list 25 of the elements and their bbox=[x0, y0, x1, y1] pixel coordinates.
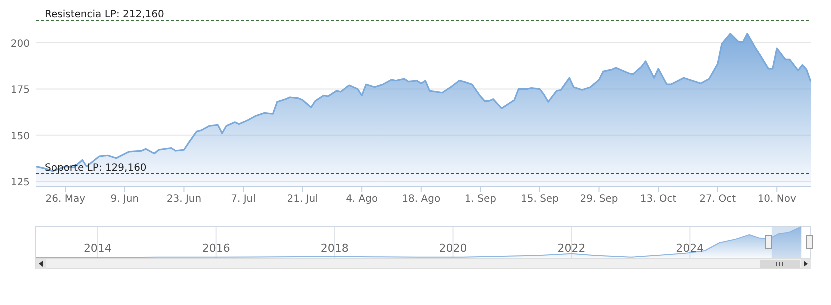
x-tick-label: 21. Jul bbox=[287, 194, 318, 205]
ref-line-label: Soporte LP: 129,160 bbox=[45, 162, 147, 174]
y-tick-label: 175 bbox=[10, 85, 30, 96]
x-tick-label: 2014 bbox=[84, 242, 112, 255]
x-tick-label: 15. Sep bbox=[520, 194, 559, 205]
x-tick-label: 2020 bbox=[439, 242, 468, 255]
x-tick-label: 18. Ago bbox=[402, 194, 441, 205]
ref-line-label: Resistencia LP: 212,160 bbox=[45, 10, 164, 21]
x-tick-label: 2016 bbox=[202, 242, 230, 255]
x-tick-label: 4. Ago bbox=[346, 194, 378, 205]
x-tick-label: 27. Oct bbox=[700, 194, 736, 205]
y-tick-label: 150 bbox=[10, 131, 30, 142]
y-tick-label: 200 bbox=[10, 39, 30, 50]
x-tick-label: 10. Nov bbox=[758, 194, 796, 205]
x-tick-label: 2024 bbox=[676, 242, 704, 255]
x-tick-label: 13. Oct bbox=[640, 194, 677, 205]
x-tick-label: 2022 bbox=[558, 242, 586, 255]
x-tick-label: 9. Jun bbox=[110, 194, 140, 205]
x-tick-label: 7. Jul bbox=[231, 194, 256, 205]
x-tick-label: 23. Jun bbox=[166, 194, 202, 205]
y-tick-label: 125 bbox=[10, 177, 30, 188]
x-tick-label: 1. Sep bbox=[464, 194, 496, 205]
x-tick-label: 26. May bbox=[46, 194, 86, 205]
x-tick-label: 2018 bbox=[320, 242, 349, 255]
x-tick-label: 29. Sep bbox=[580, 194, 618, 205]
